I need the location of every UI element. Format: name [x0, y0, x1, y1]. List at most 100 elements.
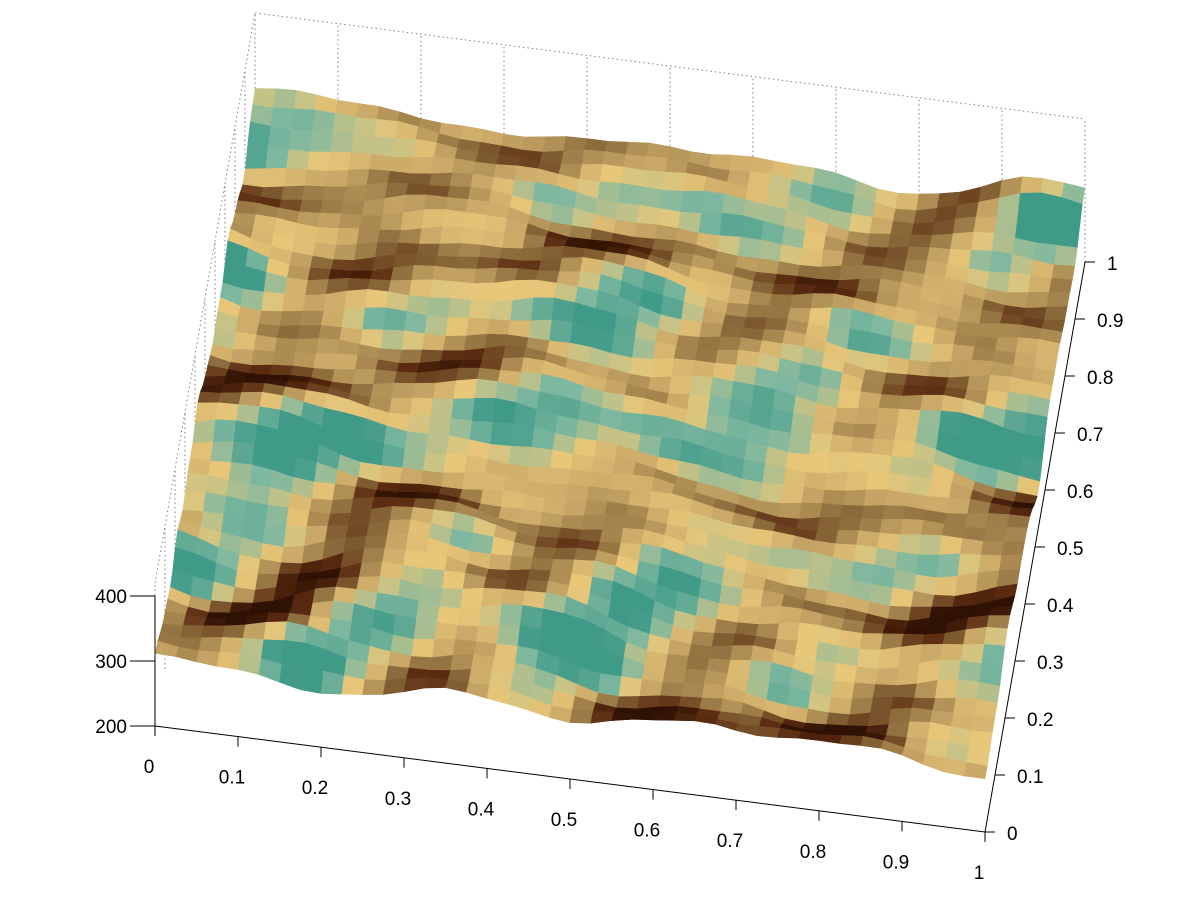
surface-patch: [320, 670, 345, 695]
surface-patch: [983, 626, 1008, 647]
surface-patch: [968, 249, 993, 273]
surface-patch: [415, 491, 440, 500]
surface-patch: [306, 511, 331, 527]
surface-patch: [909, 341, 934, 363]
surface-patch: [953, 697, 978, 716]
surface-patch: [640, 413, 665, 438]
surface-patch: [414, 370, 439, 384]
surface-patch: [918, 534, 943, 556]
surface-patch: [410, 156, 435, 175]
surface-patch: [431, 639, 456, 658]
surface-patch: [709, 645, 734, 661]
surface-patch: [911, 222, 936, 236]
surface-patch: [330, 259, 355, 272]
surface-patch: [796, 517, 821, 532]
surface-patch: [233, 420, 258, 446]
surface-patch: [636, 204, 661, 226]
surface-patch: [856, 530, 881, 548]
surface-patch: [304, 169, 329, 188]
y-tick-label: 0.1: [1017, 767, 1043, 788]
surface-patch: [192, 419, 217, 444]
y-tick-label: 0.6: [1067, 482, 1093, 503]
surface-patch: [799, 248, 824, 268]
surface-patch: [345, 523, 370, 539]
surface-patch: [341, 307, 366, 330]
surface-patch: [363, 534, 388, 550]
surface-patch: [711, 632, 736, 647]
surface-patch: [586, 485, 611, 502]
surface-patch: [344, 289, 369, 311]
surface-patch: [334, 353, 359, 371]
surface-patch: [486, 318, 511, 336]
surface-patch: [735, 723, 760, 737]
surface-patch: [652, 712, 677, 721]
surface-patch: [1051, 264, 1076, 281]
surface-patch: [284, 277, 309, 296]
surface-patch: [906, 359, 931, 377]
surface-patch: [267, 126, 292, 150]
surface-patch: [465, 682, 490, 700]
surface-patch: [231, 441, 256, 466]
surface-patch: [180, 625, 205, 639]
surface-patch: [553, 547, 578, 561]
surface-patch: [297, 325, 322, 340]
surface-patch: [715, 349, 740, 366]
surface-patch: [382, 678, 407, 696]
surface-patch: [920, 394, 945, 412]
surface-patch: [441, 570, 466, 590]
surface-patch: [887, 233, 912, 249]
surface-patch: [409, 397, 434, 417]
terrain-surface: [155, 88, 1085, 779]
surface-patch: [501, 588, 526, 606]
surface-patch: [189, 441, 214, 462]
surface-patch: [425, 433, 450, 455]
surface-patch: [475, 625, 500, 645]
surface-patch: [502, 345, 527, 359]
surface-patch: [466, 317, 491, 337]
surface-patch: [514, 165, 539, 183]
surface-patch: [499, 604, 524, 626]
x-tick-label: 0.3: [385, 789, 411, 810]
surface-patch: [234, 570, 259, 591]
surface-patch: [269, 364, 294, 376]
surface-patch: [854, 666, 879, 685]
surface-patch: [309, 130, 334, 153]
surface-patch: [739, 588, 764, 608]
surface-patch: [948, 359, 973, 379]
z-tick-label: 300: [95, 652, 127, 673]
surface-patch: [970, 231, 995, 252]
surface-patch: [202, 492, 227, 515]
surface-patch: [631, 713, 656, 721]
surface-patch: [397, 483, 422, 493]
surface-patch: [432, 265, 457, 282]
surface-patch: [729, 154, 754, 172]
surface-patch: [271, 350, 296, 367]
surface-patch: [662, 668, 687, 684]
surface-patch: [936, 553, 961, 579]
surface-patch: [461, 472, 486, 491]
surface-patch: [774, 273, 799, 285]
surface-patch: [355, 102, 380, 120]
surface-patch: [807, 569, 832, 592]
surface-patch: [665, 653, 690, 670]
x-tick-label: 1: [974, 863, 985, 884]
surface-patch: [817, 516, 842, 532]
surface-patch: [320, 199, 345, 215]
y-tick-label: 0: [1007, 824, 1018, 845]
surface-patch: [1053, 244, 1078, 267]
surface-patch: [615, 202, 640, 224]
surface-patch: [478, 604, 503, 628]
surface-patch: [411, 265, 436, 281]
surface-patch: [380, 329, 405, 351]
surface-patch: [265, 504, 290, 528]
surface-patch: [994, 337, 1019, 354]
surface-patch: [573, 547, 598, 562]
surface-patch: [283, 168, 308, 188]
surface-patch: [491, 280, 516, 303]
surface-patch: [673, 712, 698, 722]
surface-patch: [599, 164, 624, 184]
surface-patch: [395, 242, 420, 255]
surface-patch: [698, 212, 723, 237]
x-tick-label: 0.1: [219, 768, 245, 789]
